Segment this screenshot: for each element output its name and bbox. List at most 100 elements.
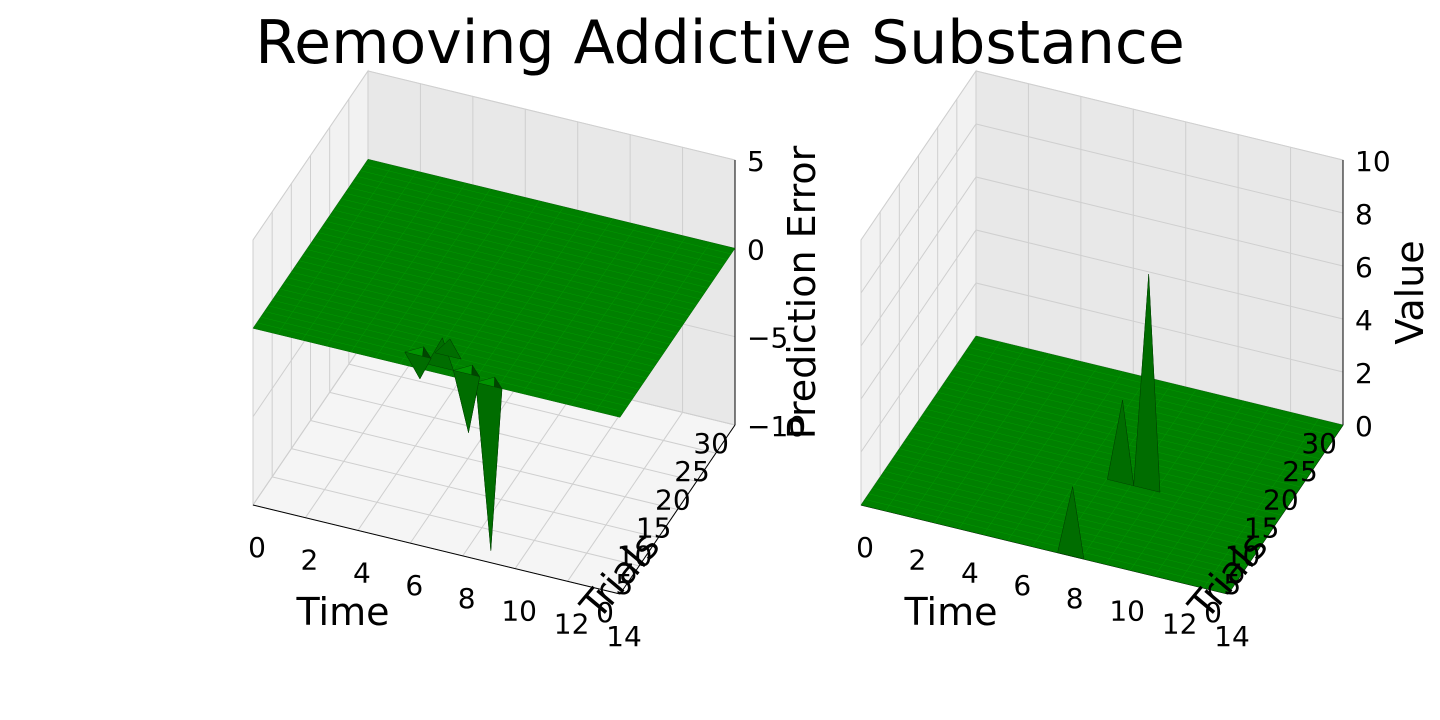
y-tick-label: 5 [615,568,633,601]
x-tick-label: 12 [1162,607,1198,640]
surface-mesh-line [952,369,1321,459]
x-tick-label: 10 [1109,595,1145,628]
surface-mesh-line [329,215,697,305]
surface-mesh-line [906,437,1275,527]
grid-line-z [860,229,1344,400]
surface-mesh-line [352,181,720,272]
grid-line-z [252,70,736,241]
surface-mesh-line [344,192,713,283]
x-tick-label: 14 [1214,620,1250,653]
surface-mesh-line [949,375,1317,465]
surface-spike [453,370,480,433]
surface-spike [1107,400,1134,487]
y-tick-label: 0 [596,596,614,629]
x-tick-label: 8 [458,582,476,615]
y-tick-label: 30 [693,427,729,460]
surface-mesh-line [876,482,1244,572]
y-tick-label: 20 [1263,483,1299,516]
grid-line-z [860,70,1344,241]
z-tick-label: 0 [747,233,765,266]
surface-mesh-line [922,414,1290,505]
grid-line-y [329,391,697,482]
z-tick-label: 6 [1355,251,1373,284]
surface-mesh-line [341,198,709,288]
y-tick-label: 25 [674,455,710,488]
surface-mesh-line [880,476,1248,567]
grid-line-y [291,448,659,539]
surface-mesh-line [910,431,1278,521]
surface-mesh-line [298,260,667,350]
y-tick-label: 10 [617,540,653,573]
surface-mesh-line [318,232,686,322]
x-tick-label: 0 [248,531,266,564]
z-tick-label: 10 [1355,145,1391,178]
surface-spike [1133,274,1161,493]
grid-line-y [272,476,640,567]
surface-mesh-line [872,487,1240,578]
surface-mesh-line [314,238,682,328]
z-tick-label: 2 [1355,357,1373,390]
z-tick-label: 0 [1355,410,1373,443]
surface-mesh-line [291,271,659,362]
surface-mesh-line [895,454,1263,544]
y-tick-label: 15 [1244,512,1280,545]
surface-mesh-line [926,409,1294,499]
surface-mesh-line [306,249,674,339]
surface-mesh-line [333,209,701,300]
surface-mesh-line [914,425,1282,516]
y-tick-label: 10 [1225,540,1261,573]
y-axis-line [619,424,736,595]
x-tick-label: 6 [405,569,423,602]
z-tick-label: 8 [1355,198,1373,231]
x-tick-label: 8 [1066,582,1084,615]
surface-mesh-line [325,221,693,311]
x-tick-label: 4 [353,556,371,589]
x-tick-label: 12 [554,607,590,640]
surface-mesh-line [321,226,690,317]
x-tick-label: 4 [961,556,979,589]
grid-line-z [860,123,1344,294]
y-tick-label: 5 [1223,568,1241,601]
z-tick-label: 5 [747,145,765,178]
y-tick-label: 20 [655,483,691,516]
surface-mesh-line [287,277,655,367]
surface-mesh-line [945,380,1313,471]
y-tick-label: 0 [1204,596,1222,629]
surface-spike [475,382,503,551]
x-tick-label: 10 [501,595,537,628]
surface-mesh-line [364,164,732,255]
x-axis-label: Time [904,590,998,634]
x-tick-label: 6 [1013,569,1031,602]
z-tick-label: −10 [747,410,806,443]
surface-mesh-line [356,176,724,266]
figure-title: Removing Addictive Substance [255,8,1185,78]
surface-mesh-line [272,299,640,390]
surface-mesh-line [864,499,1232,589]
grid-line-z [860,282,1344,453]
surface-mesh-line [918,420,1286,510]
surface-mesh-line [302,254,670,345]
grid-line-y [348,363,716,454]
surface-spike [1057,486,1085,560]
surface-mesh-line [283,283,651,373]
x-tick-label: 2 [301,544,319,577]
surface-mesh-line [360,170,728,260]
x-axis-label: Time [296,590,390,634]
surface-mesh-line [337,204,705,294]
x-tick-label: 2 [909,544,927,577]
y-tick-label: 15 [636,512,672,545]
x-axis-line [252,504,621,595]
surface-mesh-line [972,341,1340,431]
surface-mesh-line [275,294,644,384]
surface-mesh-line [279,288,647,379]
y-tick-label: 25 [1282,455,1318,488]
grid-line-z [860,176,1344,347]
surface-mesh-line [899,448,1267,538]
surface-mesh-line [348,187,716,277]
z-tick-label: −5 [747,322,788,355]
x-tick-label: 0 [856,531,874,564]
z-axis-label: Value [1388,240,1432,344]
